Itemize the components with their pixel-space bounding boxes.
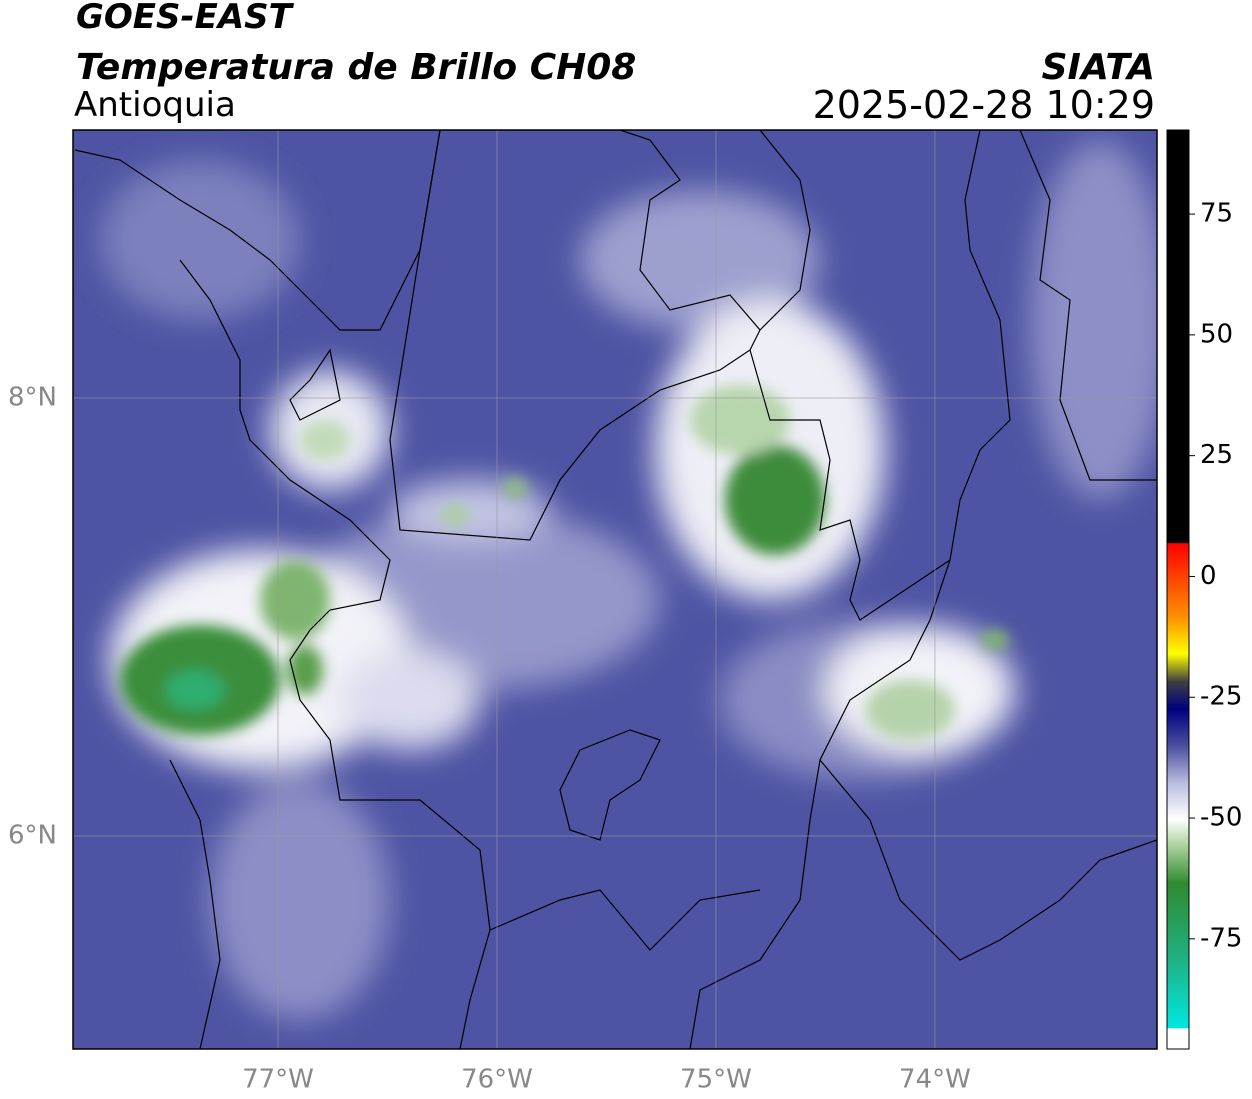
colorbar-tick-label: -50 [1200,803,1242,833]
colorbar-tick-label: 50 [1200,319,1233,349]
y-tick-label: 8°N [8,383,57,413]
region: Antioquia [74,85,236,125]
colorbar-tick-label: -25 [1200,682,1242,712]
map-frame [72,129,1158,1050]
x-tick-label: 76°W [461,1065,533,1095]
x-tick-label: 74°W [899,1065,971,1095]
y-tick-label: 6°N [8,820,57,850]
colorbar-tick-label: 25 [1200,440,1233,470]
timestamp: 2025-02-28 10:29 [813,83,1155,127]
x-tick-label: 75°W [680,1065,752,1095]
colorbar-tick-label: -75 [1200,923,1242,953]
colorbar-tick-label: 75 [1200,199,1233,229]
colorbar-tick-label: 0 [1200,561,1217,591]
x-tick-label: 77°W [242,1065,314,1095]
subtitle: Temperatura de Brillo CH08 [76,47,636,88]
source: SIATA [1042,47,1155,88]
colorbar [1166,129,1190,1050]
satellite-image [73,130,1157,1049]
title: GOES-EAST [76,0,295,37]
